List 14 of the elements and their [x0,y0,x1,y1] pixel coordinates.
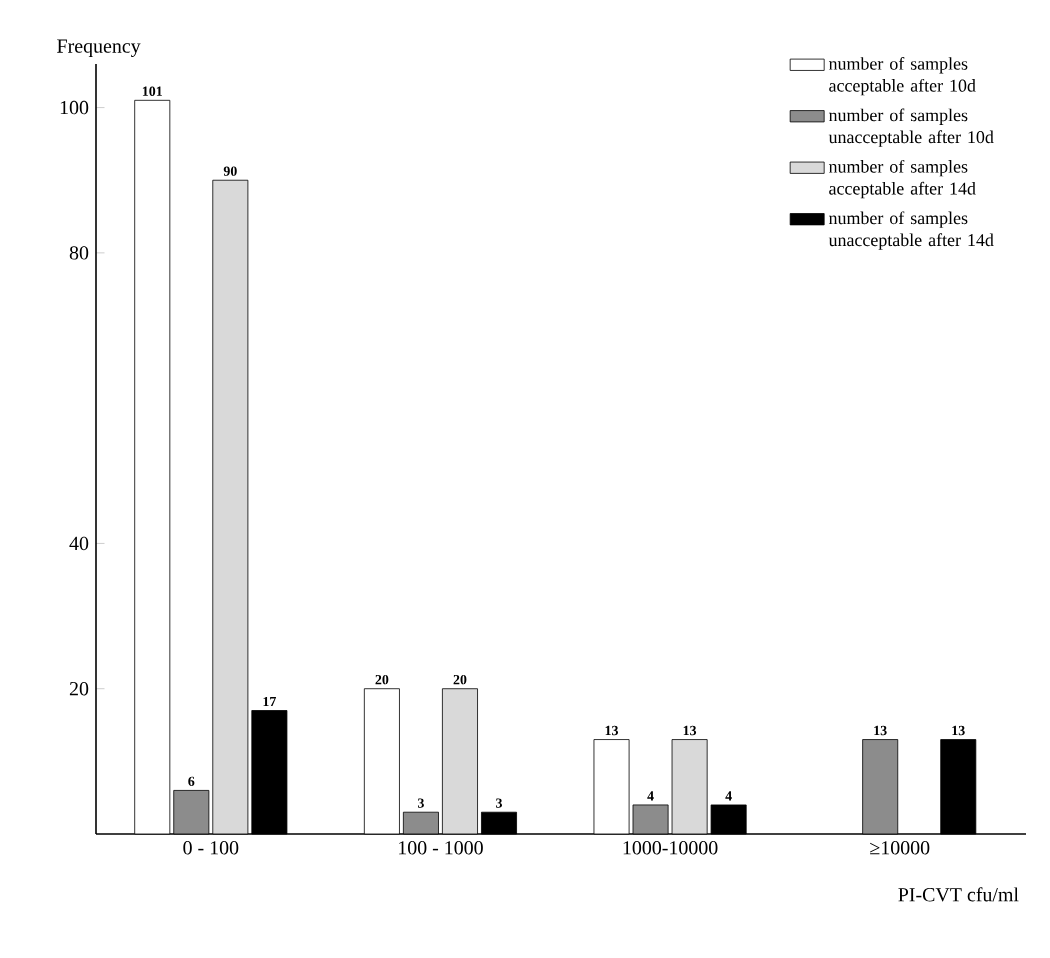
x-tick-label: 100 - 1000 [399,841,483,855]
y-axis-title: Frequency [57,39,141,57]
x-tick-label: ≥10000 [870,841,930,855]
legend-label: number of samples acceptable after 14d [828,159,976,199]
y-tick-label: 40 [69,536,89,551]
x-tick-label: 1000-10000 [623,841,718,855]
y-tick-label: 20 [69,681,89,696]
y-tick-label: 80 [69,246,89,260]
legend-label: number of samples unacceptable after 10d [828,108,994,147]
y-tick-label: 100 [60,100,89,115]
x-tick-label: 0 - 100 [183,841,239,855]
legend-label: number of samples unacceptable after 14d [828,211,994,250]
x-axis-title: PI-CVT cfu/ml [898,887,1019,902]
legend-label: number of samples acceptable after 10d [828,56,976,96]
